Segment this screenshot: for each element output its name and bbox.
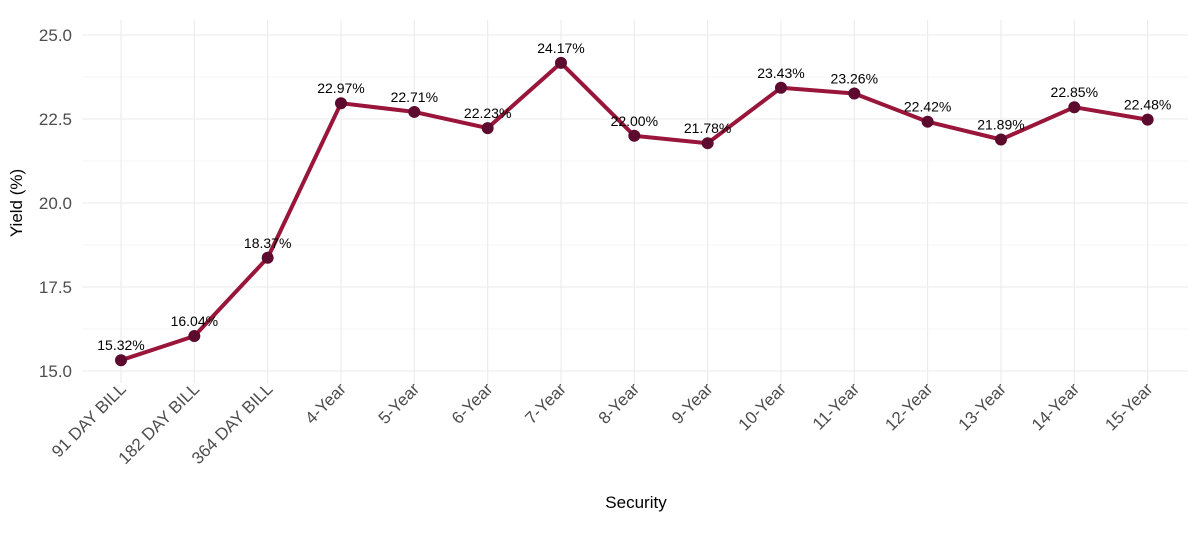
data-label: 23.26% (831, 70, 878, 86)
x-tick-label: 13-Year (955, 379, 1010, 434)
x-tick-label: 10-Year (735, 379, 790, 434)
data-point (481, 122, 494, 135)
data-point (628, 129, 641, 142)
data-label: 18.37% (244, 235, 291, 251)
data-label: 22.42% (904, 99, 951, 115)
data-label: 15.32% (97, 337, 144, 353)
x-tick-label: 5-Year (375, 379, 424, 428)
x-tick-label: 91 DAY BILL (48, 379, 130, 461)
data-point (261, 251, 274, 264)
data-point (701, 137, 714, 150)
data-point (921, 115, 934, 128)
y-tick-label: 25.0 (39, 26, 72, 45)
x-tick-label: 12-Year (881, 379, 936, 434)
data-label: 23.43% (757, 65, 804, 81)
data-label: 22.00% (611, 113, 658, 129)
data-label: 21.78% (684, 120, 731, 136)
data-label: 16.04% (171, 313, 218, 329)
data-point (774, 81, 787, 94)
grid (82, 20, 1188, 383)
data-label: 21.89% (977, 116, 1024, 132)
x-tick-label: 7-Year (521, 379, 570, 428)
x-tick-label: 11-Year (809, 379, 863, 433)
x-tick-label: 9-Year (668, 379, 717, 428)
y-tick-label: 15.0 (39, 362, 72, 381)
data-point (188, 330, 201, 343)
x-axis-title: Security (605, 493, 667, 512)
x-tick-label: 14-Year (1028, 379, 1083, 434)
x-tick-label: 15-Year (1101, 379, 1156, 434)
y-tick-label: 17.5 (39, 278, 72, 297)
data-point (994, 133, 1007, 146)
data-point (1068, 101, 1081, 114)
data-label: 22.71% (391, 89, 438, 105)
data-label: 22.48% (1124, 97, 1171, 113)
y-tick-label: 20.0 (39, 194, 72, 213)
data-point (334, 97, 347, 110)
data-points (115, 56, 1154, 367)
data-label: 22.85% (1051, 84, 1098, 100)
data-labels: 15.32% 16.04% 18.37% 22.97% 22.71% 22.23% 24.1… (97, 40, 1171, 353)
data-label: 22.97% (317, 80, 364, 96)
data-point (1141, 113, 1154, 126)
y-axis-title: Yield (%) (7, 169, 26, 237)
y-axis: 15.0 17.5 20.0 22.5 25.0 (39, 26, 72, 381)
data-point (408, 105, 421, 118)
x-tick-label: 4-Year (301, 379, 350, 428)
x-tick-label: 8-Year (595, 379, 644, 428)
y-tick-label: 22.5 (39, 110, 72, 129)
data-point (115, 354, 127, 367)
data-point (554, 56, 567, 69)
data-label: 22.23% (464, 105, 511, 121)
x-tick-label: 6-Year (448, 379, 497, 428)
data-point (848, 87, 861, 100)
data-label: 24.17% (537, 40, 584, 56)
